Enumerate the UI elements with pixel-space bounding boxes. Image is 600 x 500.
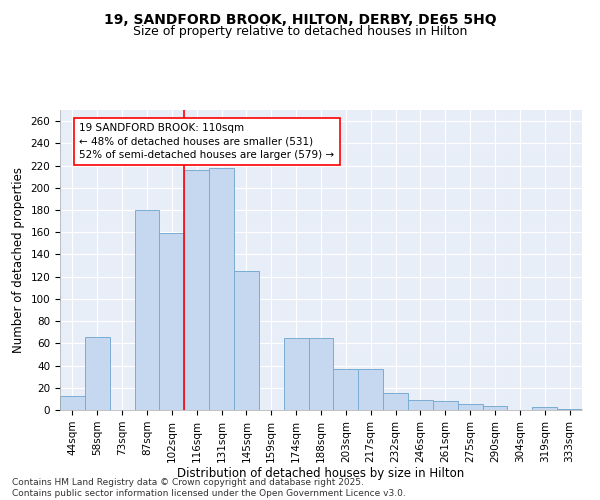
Bar bbox=[334, 369, 358, 410]
Bar bbox=[458, 404, 482, 410]
Bar bbox=[482, 406, 508, 410]
Bar bbox=[134, 210, 160, 410]
Bar bbox=[284, 338, 308, 410]
Bar bbox=[557, 409, 582, 410]
Bar bbox=[234, 271, 259, 410]
Text: Size of property relative to detached houses in Hilton: Size of property relative to detached ho… bbox=[133, 25, 467, 38]
X-axis label: Distribution of detached houses by size in Hilton: Distribution of detached houses by size … bbox=[178, 468, 464, 480]
Bar bbox=[85, 336, 110, 410]
Bar bbox=[383, 394, 408, 410]
Bar bbox=[408, 400, 433, 410]
Bar bbox=[358, 369, 383, 410]
Bar bbox=[433, 401, 458, 410]
Bar bbox=[60, 396, 85, 410]
Bar bbox=[184, 170, 209, 410]
Bar bbox=[160, 234, 184, 410]
Text: 19, SANDFORD BROOK, HILTON, DERBY, DE65 5HQ: 19, SANDFORD BROOK, HILTON, DERBY, DE65 … bbox=[104, 12, 496, 26]
Bar bbox=[209, 168, 234, 410]
Text: 19 SANDFORD BROOK: 110sqm
← 48% of detached houses are smaller (531)
52% of semi: 19 SANDFORD BROOK: 110sqm ← 48% of detac… bbox=[79, 124, 335, 160]
Text: Contains HM Land Registry data © Crown copyright and database right 2025.
Contai: Contains HM Land Registry data © Crown c… bbox=[12, 478, 406, 498]
Bar bbox=[308, 338, 334, 410]
Y-axis label: Number of detached properties: Number of detached properties bbox=[12, 167, 25, 353]
Bar bbox=[532, 406, 557, 410]
